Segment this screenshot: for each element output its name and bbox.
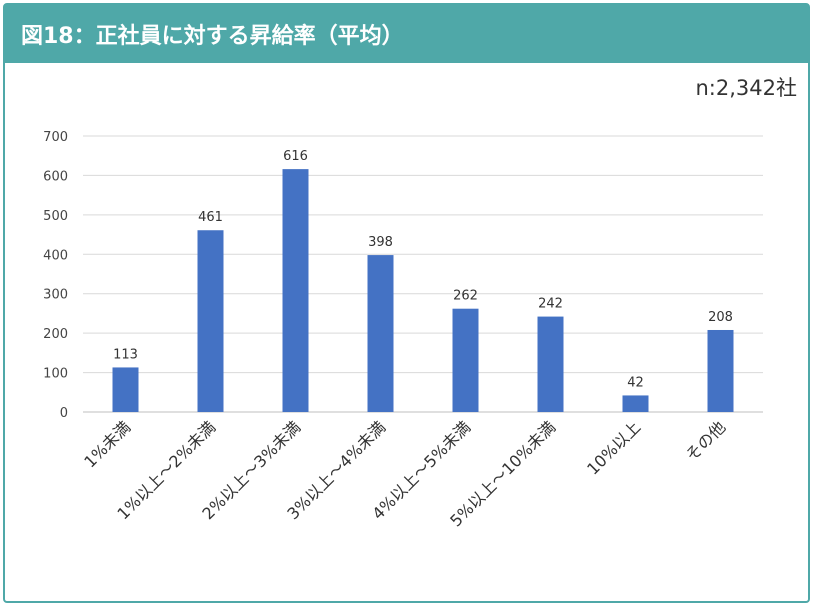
bar (197, 230, 224, 412)
sample-size-label: n:2,342社 (695, 76, 797, 100)
data-label: 42 (627, 375, 644, 390)
bar (112, 367, 139, 412)
y-tick-label: 700 (43, 130, 68, 145)
y-tick-label: 400 (43, 248, 68, 263)
bar (367, 255, 394, 412)
chart-title: 図18：正社員に対する昇給率（平均） (21, 24, 404, 49)
bar (537, 316, 564, 412)
y-tick-label: 0 (60, 406, 68, 421)
x-tick-label: 1%未満 (80, 417, 134, 471)
x-axis-labels: 1%未満1%以上～2%未満2%以上～3%未満3%以上～4%未満4%以上～5%未満… (80, 417, 729, 530)
bar (707, 329, 734, 412)
chart-frame: 図18：正社員に対する昇給率（平均） (3, 3, 810, 603)
y-tick-label: 100 (43, 367, 68, 382)
y-tick-label: 300 (43, 288, 68, 303)
data-label: 242 (538, 297, 563, 312)
chart-header: 図18：正社員に対する昇給率（平均） (5, 5, 808, 63)
bar (282, 169, 309, 412)
bar (452, 308, 479, 412)
y-tick-label: 600 (43, 169, 68, 184)
data-label: 262 (453, 289, 478, 304)
data-label: 113 (113, 347, 138, 362)
bar (622, 395, 649, 412)
y-axis-ticks: 0 100 200 300 400 500 600 700 (43, 130, 68, 421)
y-tick-label: 500 (43, 209, 68, 224)
data-label: 461 (198, 210, 223, 225)
gridlines (83, 135, 763, 413)
x-tick-label: 10%以上 (583, 417, 644, 478)
bars (112, 169, 734, 412)
y-tick-label: 200 (43, 327, 68, 342)
data-label: 616 (283, 149, 308, 164)
data-labels: 113 461 616 398 262 242 42 208 (113, 149, 733, 390)
data-label: 208 (708, 310, 733, 325)
data-label: 398 (368, 235, 393, 250)
x-tick-label: その他 (682, 417, 729, 464)
